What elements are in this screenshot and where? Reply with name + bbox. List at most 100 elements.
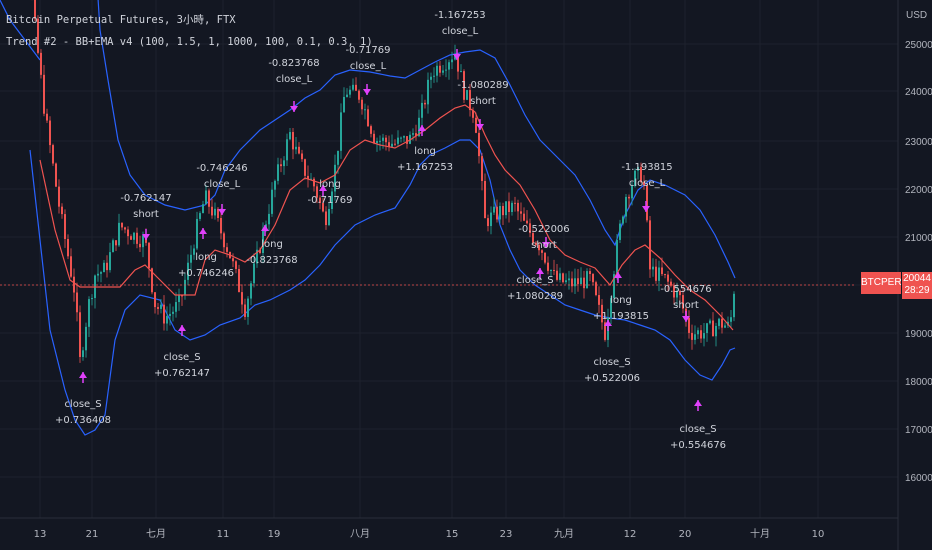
candle-body bbox=[475, 117, 477, 133]
candle-body bbox=[190, 254, 192, 263]
candle-body bbox=[292, 132, 294, 150]
trade-label-line: -0.746246 bbox=[196, 163, 247, 174]
price-axis[interactable]: USD2500024000230002200021000200001900018… bbox=[905, 10, 932, 484]
trade-labels: close_S +0.736408 -0.762147 short close_S +0.… bbox=[55, 10, 726, 451]
candle-body bbox=[676, 290, 678, 298]
trade-label-line: close_S bbox=[593, 357, 630, 368]
price-tick-label: 19000 bbox=[905, 329, 932, 340]
candle-body bbox=[217, 208, 219, 219]
candle-body bbox=[451, 59, 453, 63]
trade-label-line: short bbox=[470, 96, 496, 107]
candle-body bbox=[307, 175, 309, 179]
candle-body bbox=[532, 233, 534, 243]
candle-body bbox=[397, 137, 399, 144]
bb-upper-band bbox=[97, 0, 736, 279]
candle-body bbox=[667, 274, 669, 282]
trade-label-line: -0.762147 bbox=[120, 193, 171, 204]
trade-label-line: close_S bbox=[64, 399, 101, 410]
candle-body bbox=[103, 262, 105, 273]
candle-body bbox=[154, 292, 156, 308]
candle-body bbox=[193, 248, 195, 255]
candle-body bbox=[166, 316, 168, 324]
candle-body bbox=[310, 178, 312, 180]
candle-body bbox=[652, 266, 654, 270]
candle-body bbox=[580, 277, 582, 285]
indicator-title[interactable]: Trend #2 - BB+EMA v4 (100, 1.5, 1, 1000,… bbox=[6, 36, 373, 48]
candle-body bbox=[97, 273, 99, 276]
trade-label-line: close_L bbox=[442, 26, 479, 37]
candle-body bbox=[469, 90, 471, 111]
candle-body bbox=[67, 239, 69, 257]
candle-body bbox=[733, 293, 735, 318]
candle-body bbox=[340, 112, 342, 151]
trade-label-line: +1.080289 bbox=[507, 291, 563, 302]
candle-body bbox=[331, 191, 333, 210]
candle-body bbox=[355, 84, 357, 91]
trade-label-line: long bbox=[414, 146, 436, 157]
candle-body bbox=[523, 213, 525, 221]
trade-label-line: -0.522006 bbox=[518, 224, 569, 235]
candle-body bbox=[706, 323, 708, 334]
time-tick-label: 23 bbox=[500, 529, 513, 540]
candle-body bbox=[439, 65, 441, 73]
symbol-price-tag: BTCPERP bbox=[861, 272, 908, 294]
candle-body bbox=[448, 62, 450, 70]
candle-body bbox=[349, 89, 351, 95]
trade-label-line: -1.167253 bbox=[434, 10, 485, 21]
candle-body bbox=[637, 167, 639, 171]
trade-label-line: +0.522006 bbox=[584, 373, 640, 384]
candle-body bbox=[661, 267, 663, 275]
trade-label-line: +0.746246 bbox=[178, 268, 234, 279]
candle-body bbox=[271, 189, 273, 214]
candle-body bbox=[343, 96, 345, 113]
candle-body bbox=[493, 206, 495, 213]
candle-body bbox=[274, 180, 276, 190]
trade-label-line: close_L bbox=[350, 61, 387, 72]
candle-body bbox=[37, 18, 39, 53]
candle-body bbox=[535, 242, 537, 245]
price-tick-label: 25000 bbox=[905, 40, 932, 51]
candle-body bbox=[121, 222, 123, 228]
candle-body bbox=[34, 0, 36, 19]
candle-body bbox=[289, 132, 291, 140]
candle-body bbox=[169, 313, 171, 317]
trade-label-line: close_L bbox=[629, 178, 666, 189]
symbol-title[interactable]: Bitcoin Perpetual Futures, 3小時, FTX bbox=[6, 14, 236, 26]
candle-body bbox=[388, 142, 390, 147]
candle-body bbox=[655, 266, 657, 281]
candle-body bbox=[565, 280, 567, 283]
candle-body bbox=[394, 143, 396, 145]
ema-line bbox=[39, 104, 734, 331]
price-tick-label: 17000 bbox=[905, 425, 932, 436]
candle-body bbox=[415, 133, 417, 137]
candle-body bbox=[610, 298, 612, 318]
time-axis[interactable]: 13 21 七月 11 19 八月 15 23 九月 12 20 十月 10 bbox=[34, 527, 825, 540]
candle-body bbox=[679, 290, 681, 296]
candle-body bbox=[547, 262, 549, 271]
candle-body bbox=[460, 71, 462, 73]
trade-label-line: +1.167253 bbox=[397, 162, 453, 173]
candle-body bbox=[52, 145, 54, 164]
candle-body bbox=[55, 163, 57, 187]
candle-body bbox=[40, 52, 42, 75]
candle-body bbox=[691, 332, 693, 340]
candle-body bbox=[361, 99, 363, 110]
price-tick-label: 16000 bbox=[905, 473, 932, 484]
candle-body bbox=[277, 164, 279, 181]
candle-body bbox=[709, 320, 711, 324]
candle-body bbox=[202, 204, 204, 214]
trade-label-line: close_S bbox=[516, 275, 553, 286]
candle-body bbox=[79, 312, 81, 357]
candle-body bbox=[370, 126, 372, 134]
candle-body bbox=[553, 270, 555, 272]
candle-body bbox=[208, 190, 210, 207]
candle-body bbox=[412, 133, 414, 135]
candle-body bbox=[442, 70, 444, 73]
candle-body bbox=[82, 350, 84, 357]
price-tick-label: 18000 bbox=[905, 377, 932, 388]
candle-body bbox=[640, 167, 642, 182]
candle-body bbox=[601, 304, 603, 323]
candle-body bbox=[673, 285, 675, 298]
candle-body bbox=[109, 252, 111, 271]
